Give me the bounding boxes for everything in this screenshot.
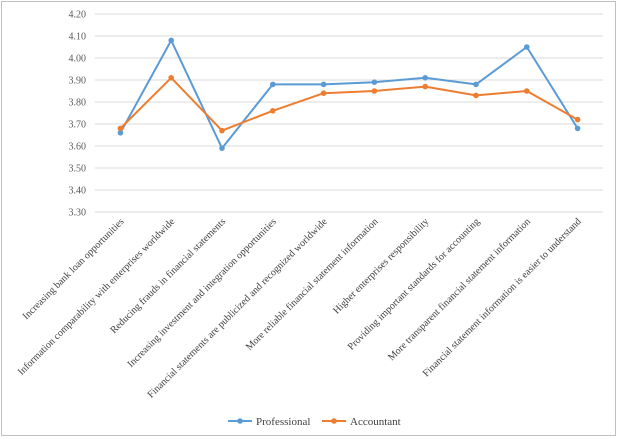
data-point-professional xyxy=(371,79,378,85)
y-axis-ticks: 3.30 3.40 3.50 3.60 3.70 3.80 3.90 4.00 4.10 4.20 xyxy=(69,10,87,219)
x-category-label: Increasing bank loan opportunities xyxy=(21,216,127,322)
gridlines xyxy=(95,13,603,213)
data-point-accountant xyxy=(168,75,174,81)
data-point-accountant xyxy=(270,108,276,114)
series-group xyxy=(117,37,581,151)
data-point-accountant xyxy=(320,90,327,96)
data-point-accountant xyxy=(371,88,378,94)
data-point-professional xyxy=(117,130,124,136)
legend-label-professional: Professional xyxy=(256,416,310,428)
y-tick-label: 3.70 xyxy=(69,120,87,131)
y-tick-label: 3.50 xyxy=(69,164,87,175)
y-tick-label: 3.60 xyxy=(69,142,87,153)
data-point-professional xyxy=(473,81,479,88)
data-point-accountant xyxy=(117,125,124,132)
x-category-label: Higher enterprises responsibility xyxy=(331,216,431,316)
legend-marker xyxy=(237,418,243,424)
legend: Professional Accountant xyxy=(228,416,401,428)
data-point-accountant xyxy=(524,88,530,94)
data-point-accountant xyxy=(473,92,479,99)
x-category-label: Financial statements are publicized and … xyxy=(146,216,330,400)
y-tick-label: 3.80 xyxy=(69,98,87,109)
data-point-professional xyxy=(270,81,276,88)
legend-marker xyxy=(331,418,337,424)
y-tick-label: 3.30 xyxy=(69,208,87,219)
y-tick-label: 3.40 xyxy=(69,186,87,197)
x-axis-categories: Increasing bank loan opportunitiesInform… xyxy=(16,216,584,400)
y-tick-label: 4.10 xyxy=(69,32,87,43)
y-tick-label: 3.90 xyxy=(69,76,87,87)
legend-label-accountant: Accountant xyxy=(350,416,401,428)
data-point-accountant xyxy=(422,83,429,90)
data-point-professional xyxy=(524,44,530,50)
data-point-professional xyxy=(168,37,174,44)
y-tick-label: 4.00 xyxy=(69,54,87,65)
series-line-accountant xyxy=(119,76,579,132)
data-point-accountant xyxy=(574,116,581,123)
data-point-professional xyxy=(320,81,327,88)
data-point-accountant xyxy=(219,127,225,134)
data-point-professional xyxy=(422,75,429,81)
series-line-professional xyxy=(119,39,579,150)
data-point-professional xyxy=(574,125,581,132)
y-tick-label: 4.20 xyxy=(69,10,87,21)
data-point-professional xyxy=(219,145,225,151)
